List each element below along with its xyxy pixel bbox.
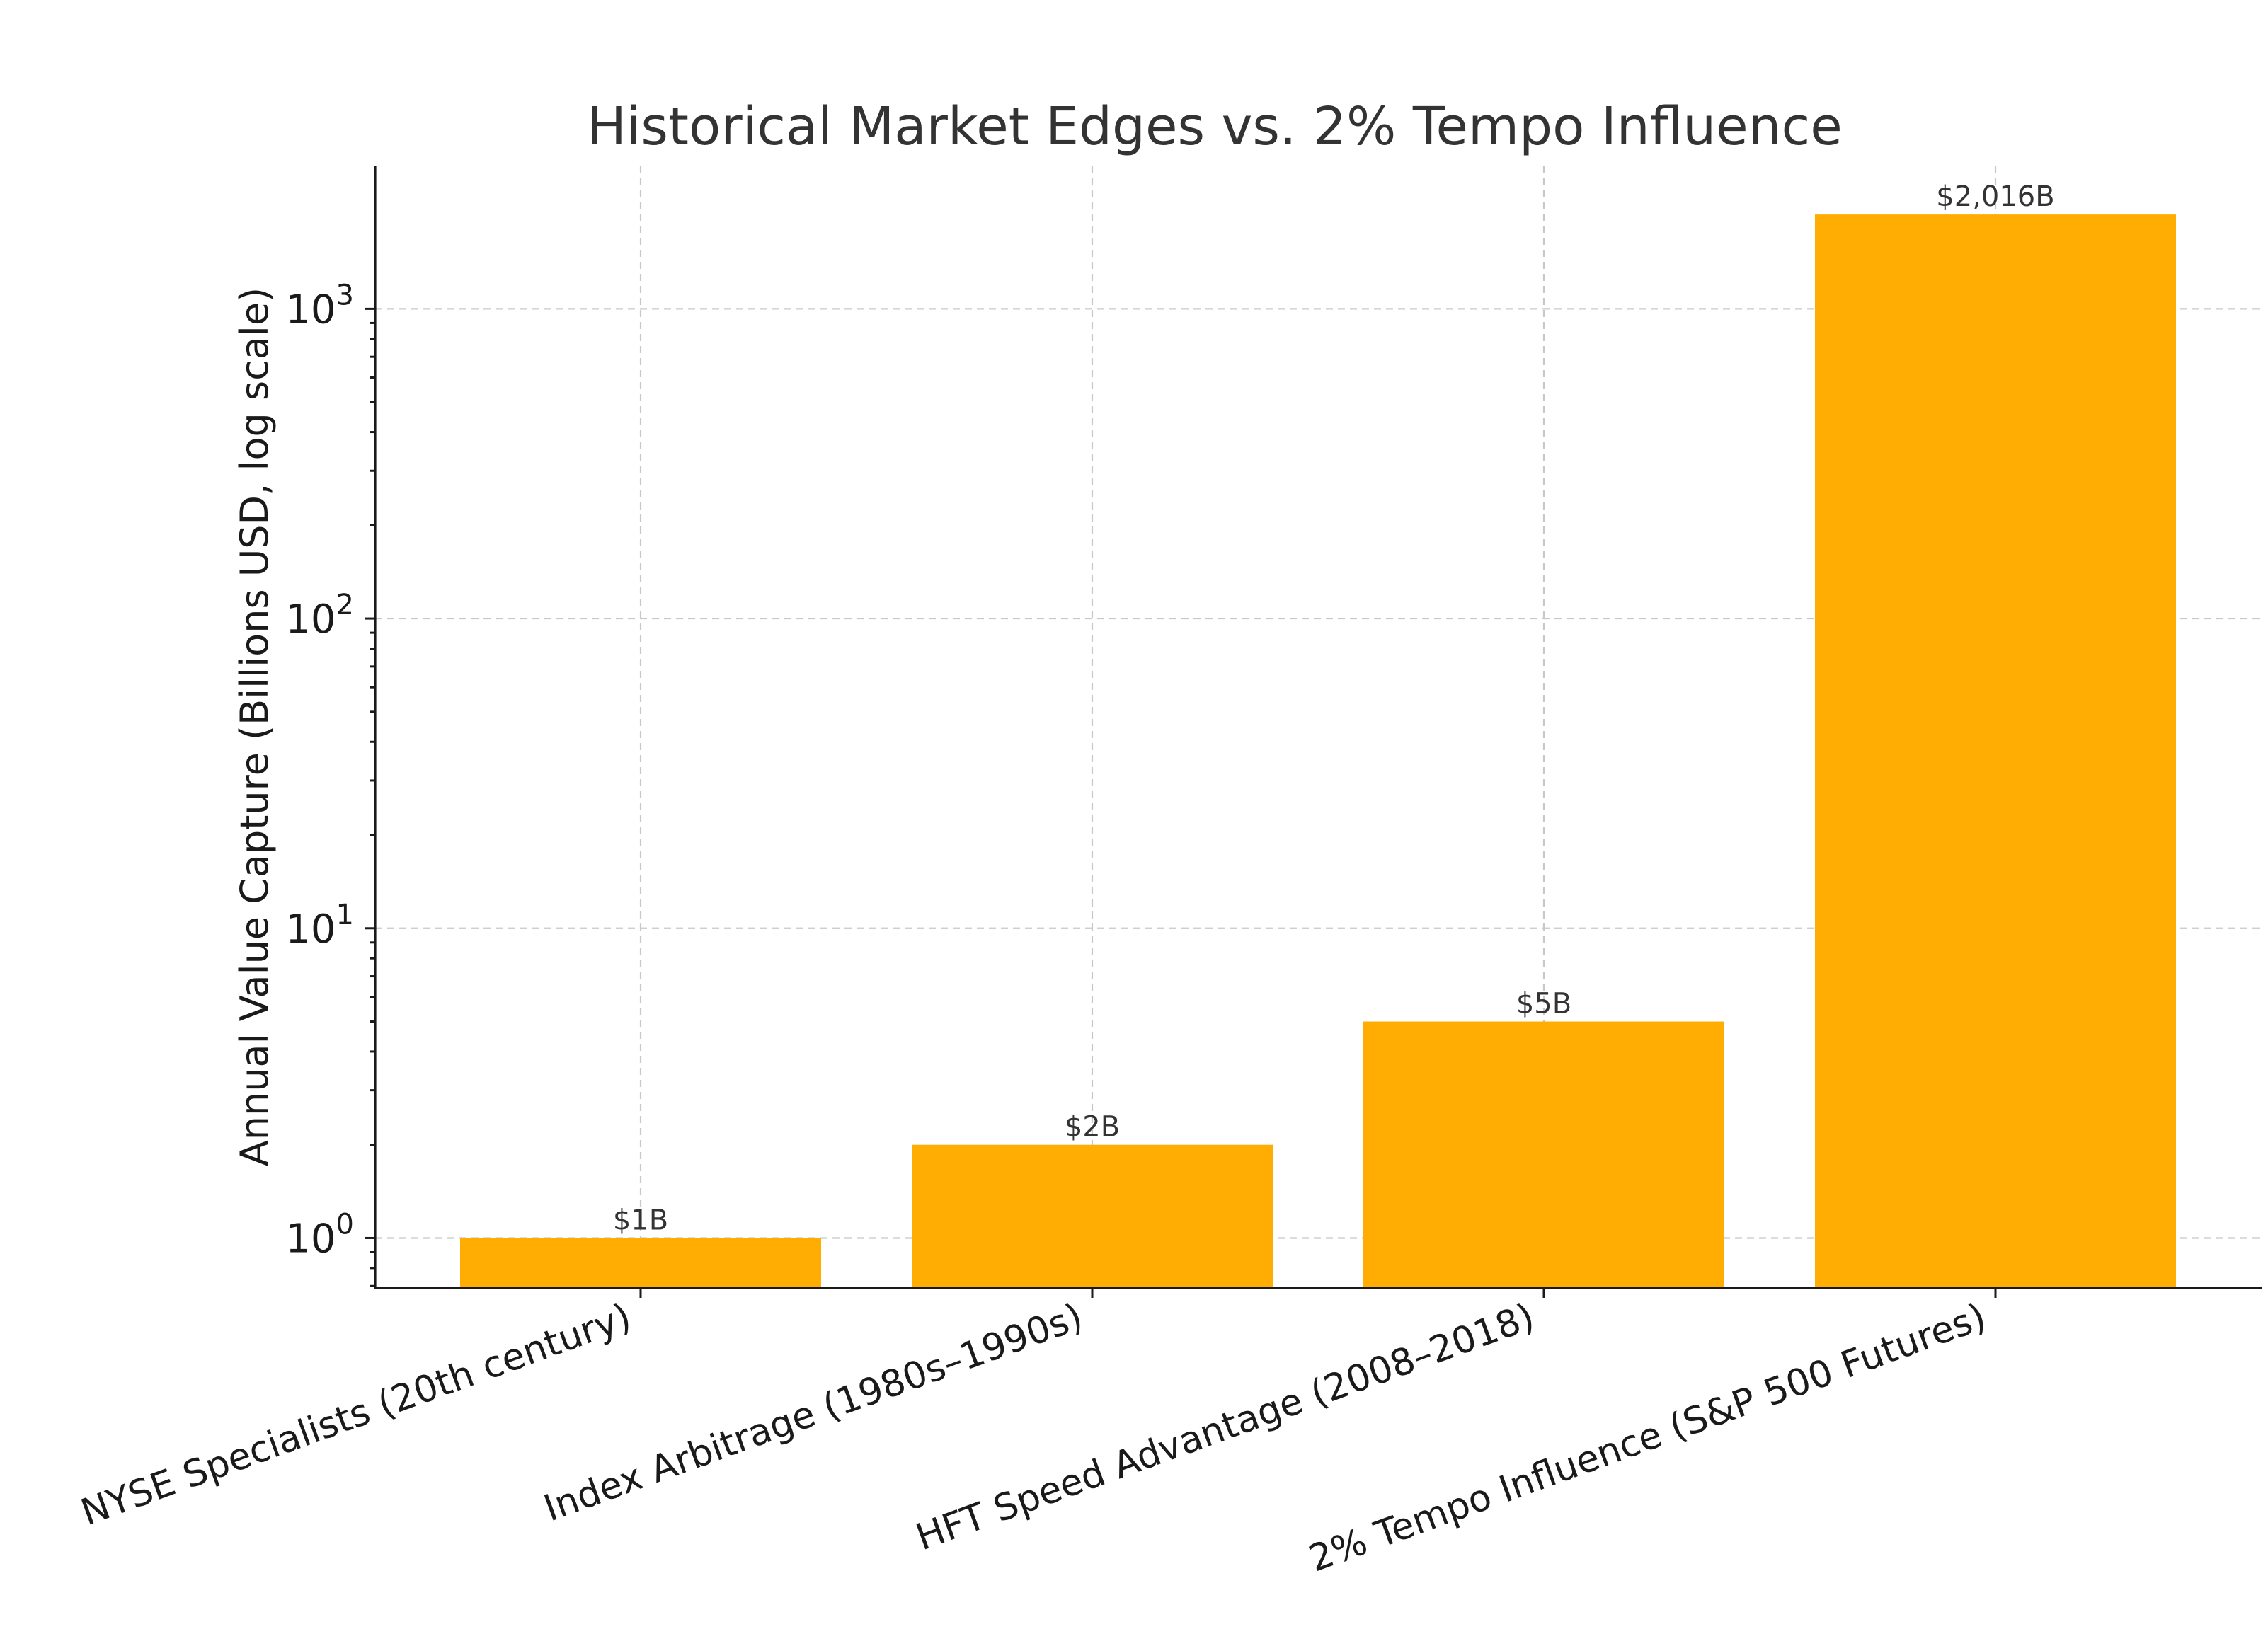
axes (374, 166, 2262, 1289)
bar (1815, 214, 2176, 1289)
data-label: $1B (613, 1204, 668, 1236)
data-label: $2B (1065, 1111, 1120, 1144)
y-tick-label: 101 (285, 899, 354, 953)
y-tick-label: 100 (285, 1208, 354, 1262)
y-tick-label: 102 (285, 589, 354, 643)
y-axis-label: Annual Value Capture (Billions USD, log … (232, 287, 277, 1166)
y-tick-label: 103 (285, 279, 354, 333)
bar (1363, 1021, 1724, 1288)
bar (912, 1144, 1273, 1288)
bars (460, 214, 2176, 1289)
ticks (365, 307, 1997, 1298)
data-label: $2,016B (1936, 180, 2054, 213)
chart-title: Historical Market Edges vs. 2% Tempo Inf… (587, 96, 1843, 157)
data-label: $5B (1516, 988, 1571, 1020)
bar (460, 1238, 821, 1288)
